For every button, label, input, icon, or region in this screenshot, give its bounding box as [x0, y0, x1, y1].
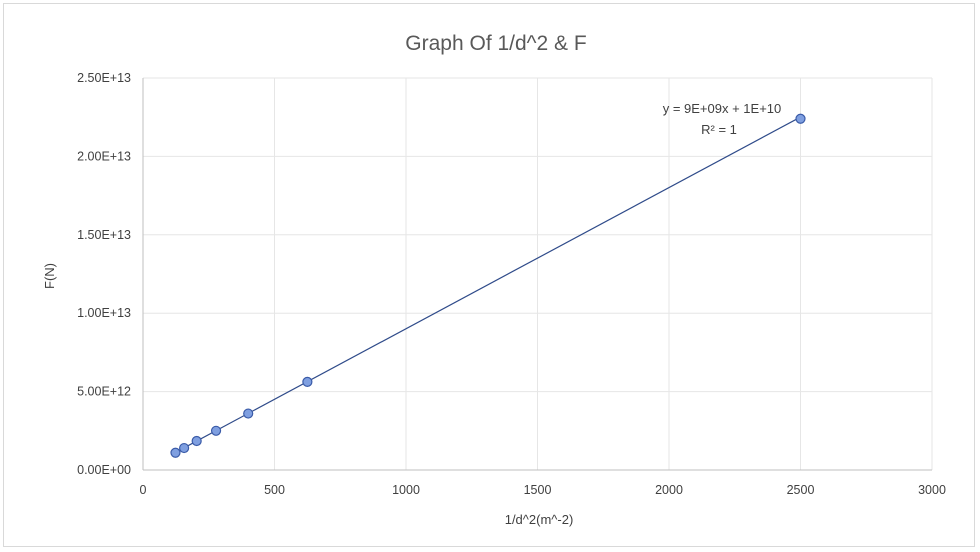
y-tick-label: 0.00E+00 — [77, 463, 131, 477]
point-layer — [170, 113, 806, 458]
linear-trendline — [175, 116, 801, 453]
x-tick-label: 2500 — [787, 483, 815, 497]
y-tick-label: 5.00E+12 — [77, 385, 131, 399]
label-layer: 0 500 1000 1500 2000 2500 3000 0.00E+00 5.00E+12… — [77, 71, 946, 497]
y-tick-label: 2.50E+13 — [77, 71, 131, 85]
chart-title: Graph Of 1/d^2 & F — [405, 32, 586, 55]
x-tick-label: 3000 — [918, 483, 946, 497]
grid-layer — [143, 77, 933, 470]
trend-layer — [175, 116, 801, 453]
x-tick-label: 2000 — [655, 483, 683, 497]
data-point — [191, 435, 202, 447]
axis-layer — [142, 78, 932, 471]
y-tick-label: 2.00E+13 — [77, 149, 131, 163]
y-axis-label: F(N) — [42, 263, 57, 289]
data-point — [170, 447, 181, 458]
data-point — [179, 442, 190, 454]
x-tick-label: 0 — [140, 483, 147, 497]
chart-frame: 0 500 1000 1500 2000 2500 3000 0.00E+00 5.00E+12… — [3, 3, 975, 547]
y-tick-label: 1.00E+13 — [77, 306, 131, 320]
data-point — [243, 408, 254, 419]
y-tick-label: 1.50E+13 — [77, 228, 131, 242]
scatter-chart: 0 500 1000 1500 2000 2500 3000 0.00E+00 5.00E+12… — [42, 32, 946, 527]
x-tick-label: 1000 — [392, 483, 420, 497]
trendline-equation: y = 9E+09x + 1E+10 — [663, 101, 782, 116]
x-axis-label: 1/d^2(m^-2) — [505, 512, 574, 527]
data-point — [795, 113, 806, 124]
x-tick-label: 1500 — [524, 483, 552, 497]
x-tick-label: 500 — [264, 483, 285, 497]
data-point — [302, 376, 313, 387]
data-point — [210, 425, 222, 436]
trendline-r2: R² = 1 — [701, 122, 737, 137]
